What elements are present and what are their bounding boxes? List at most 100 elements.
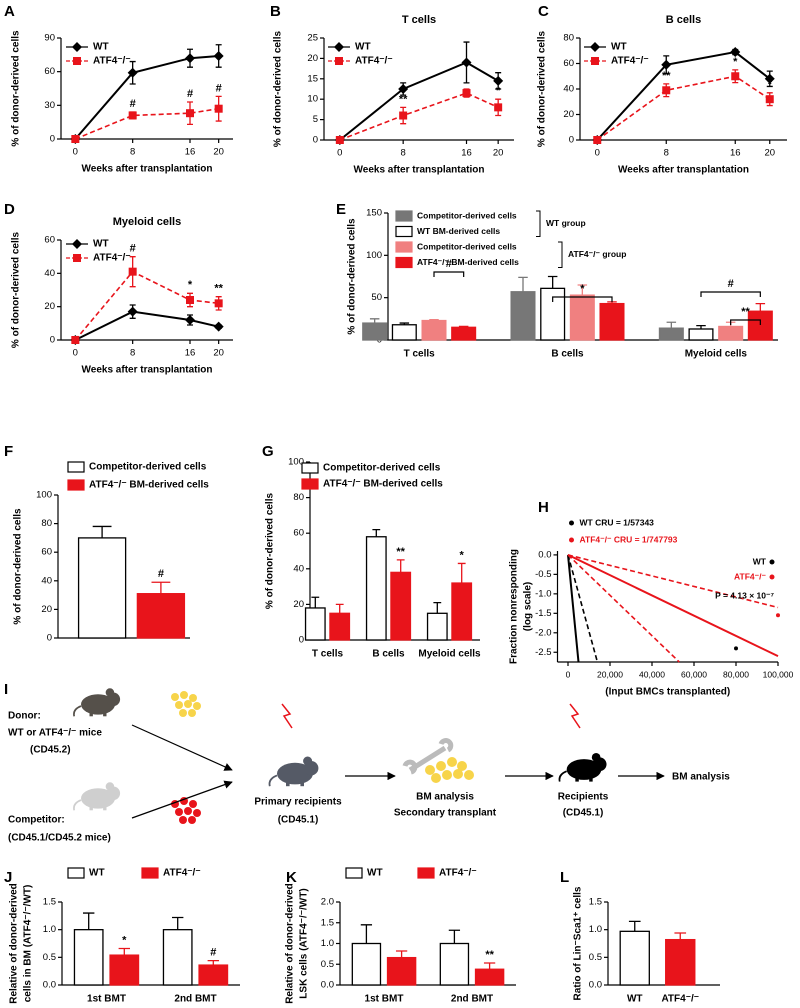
- bm-analysis: BM analysis: [416, 792, 474, 803]
- y-tick-label: -2.5: [535, 647, 551, 658]
- error-bar: [118, 947, 130, 956]
- x-axis-label: Weeks after transplantation: [82, 164, 213, 175]
- y-tick-label: 30: [44, 100, 55, 111]
- y-axis-label: % of donor-derived cells: [13, 508, 24, 625]
- x-tick-label: 0: [73, 147, 78, 158]
- x-tick-label: 16: [461, 148, 472, 159]
- y-tick-label: 1.0: [589, 924, 602, 935]
- y-tick-label: 90: [44, 33, 55, 44]
- y-axis-label: % of donor-derived cells: [537, 30, 548, 147]
- legend-label: ATF4⁻/⁻ BM-derived cells: [323, 479, 443, 490]
- x-tick-label: 1st BMT: [87, 994, 126, 1005]
- x-tick-label: 0: [73, 348, 78, 359]
- significance: #: [446, 258, 452, 270]
- legend-label: ATF4⁻/⁻ BM-derived cells: [89, 480, 209, 491]
- y-tick-label: 1.0: [43, 924, 56, 935]
- point: [186, 296, 194, 304]
- point: [335, 136, 344, 144]
- legend-swatch: [395, 256, 413, 269]
- point: [661, 59, 672, 70]
- legend-label: Competitor-derived cells: [417, 210, 517, 220]
- y-axis-label: % of donor-derived cells: [11, 30, 22, 147]
- legend-label: WT: [611, 42, 627, 53]
- significance: *: [496, 85, 501, 97]
- y-tick-label: 40: [563, 84, 574, 95]
- series-line: [339, 61, 499, 141]
- primary-cd: (CD45.1): [278, 815, 319, 826]
- error-bar: [311, 596, 320, 608]
- error-bar: [92, 525, 112, 538]
- x-tick-label: 2nd BMT: [174, 994, 216, 1005]
- y-tick-label: 20: [293, 599, 304, 610]
- bar: [619, 930, 650, 986]
- error-bar: [399, 322, 410, 325]
- y-tick-label: 5: [313, 114, 318, 125]
- panel-label: C: [538, 3, 549, 20]
- significance: *: [188, 279, 193, 291]
- significance-bracket: [433, 271, 465, 277]
- legend-dot: [769, 559, 775, 565]
- significance-bracket: [700, 291, 761, 297]
- y-tick-label: 40: [44, 268, 55, 279]
- point: [213, 321, 224, 332]
- y-axis-label: Ratio of Lin⁻Sca1⁺ cells: [573, 886, 584, 1000]
- y-tick-label: 150: [366, 208, 382, 219]
- bar: [569, 294, 595, 341]
- error-bar: [429, 319, 439, 321]
- point: [398, 84, 409, 94]
- legend-swatch: [301, 462, 319, 474]
- significance: #: [130, 98, 136, 110]
- y-axis-label: (log scale): [523, 582, 534, 631]
- legend-swatch: [67, 461, 85, 473]
- panel-label: H: [538, 499, 549, 516]
- point: [186, 109, 194, 118]
- y-axis-label: cells in BM (ATF4⁻/⁻/WT): [23, 885, 34, 1003]
- significance: #: [158, 568, 164, 580]
- y-tick-label: 60: [44, 235, 55, 246]
- x-tick-label: 16: [185, 147, 196, 158]
- x-tick-label: Myeloid cells: [685, 349, 748, 360]
- panel-label: L: [560, 869, 569, 886]
- point: [128, 111, 137, 120]
- significance: *: [580, 283, 585, 295]
- error-bar: [395, 950, 408, 958]
- legend-swatch: [67, 867, 85, 879]
- x-tick-label: 8: [130, 147, 135, 158]
- panel-label: B: [270, 3, 281, 20]
- x-tick-label: 8: [130, 348, 135, 359]
- bar: [439, 942, 470, 986]
- bar: [688, 328, 714, 341]
- note: WT CRU = 1/57343: [580, 517, 655, 527]
- legend-label: ATF4⁻/⁻: [734, 571, 766, 581]
- recipients-cd: (CD45.1): [563, 808, 604, 819]
- y-tick-label: 60: [293, 528, 304, 539]
- point: [71, 336, 80, 344]
- y-axis-label: % of donor-derived cells: [347, 218, 358, 335]
- error-bar: [83, 912, 95, 930]
- point: [462, 89, 471, 98]
- irradiation: [569, 703, 581, 729]
- x-tick-label: 20: [493, 148, 504, 159]
- y-tick-label: 0.0: [538, 549, 551, 560]
- error-bar: [577, 284, 588, 296]
- error-bar: [628, 920, 641, 932]
- y-tick-label: 0.0: [589, 980, 602, 991]
- final-analysis: BM analysis: [672, 772, 730, 783]
- significance: *: [768, 79, 773, 91]
- significance-bracket: [552, 296, 613, 302]
- legend-marker: [335, 57, 343, 65]
- point: [776, 613, 780, 618]
- y-tick-label: 20: [44, 301, 55, 312]
- significance: **: [662, 70, 671, 82]
- y-tick-label: 20: [41, 604, 52, 615]
- bar: [599, 302, 625, 341]
- y-tick-label: 1.0: [321, 938, 334, 949]
- primary-label: Primary recipients: [254, 797, 342, 808]
- error-bar: [448, 929, 461, 944]
- recipients-label: Recipients: [558, 792, 609, 803]
- significance: *: [122, 934, 127, 946]
- significance: *: [460, 549, 465, 561]
- donor-cells: [171, 691, 201, 717]
- error-bar: [172, 916, 184, 930]
- group-label: ATF4⁻/⁻ group: [568, 249, 626, 259]
